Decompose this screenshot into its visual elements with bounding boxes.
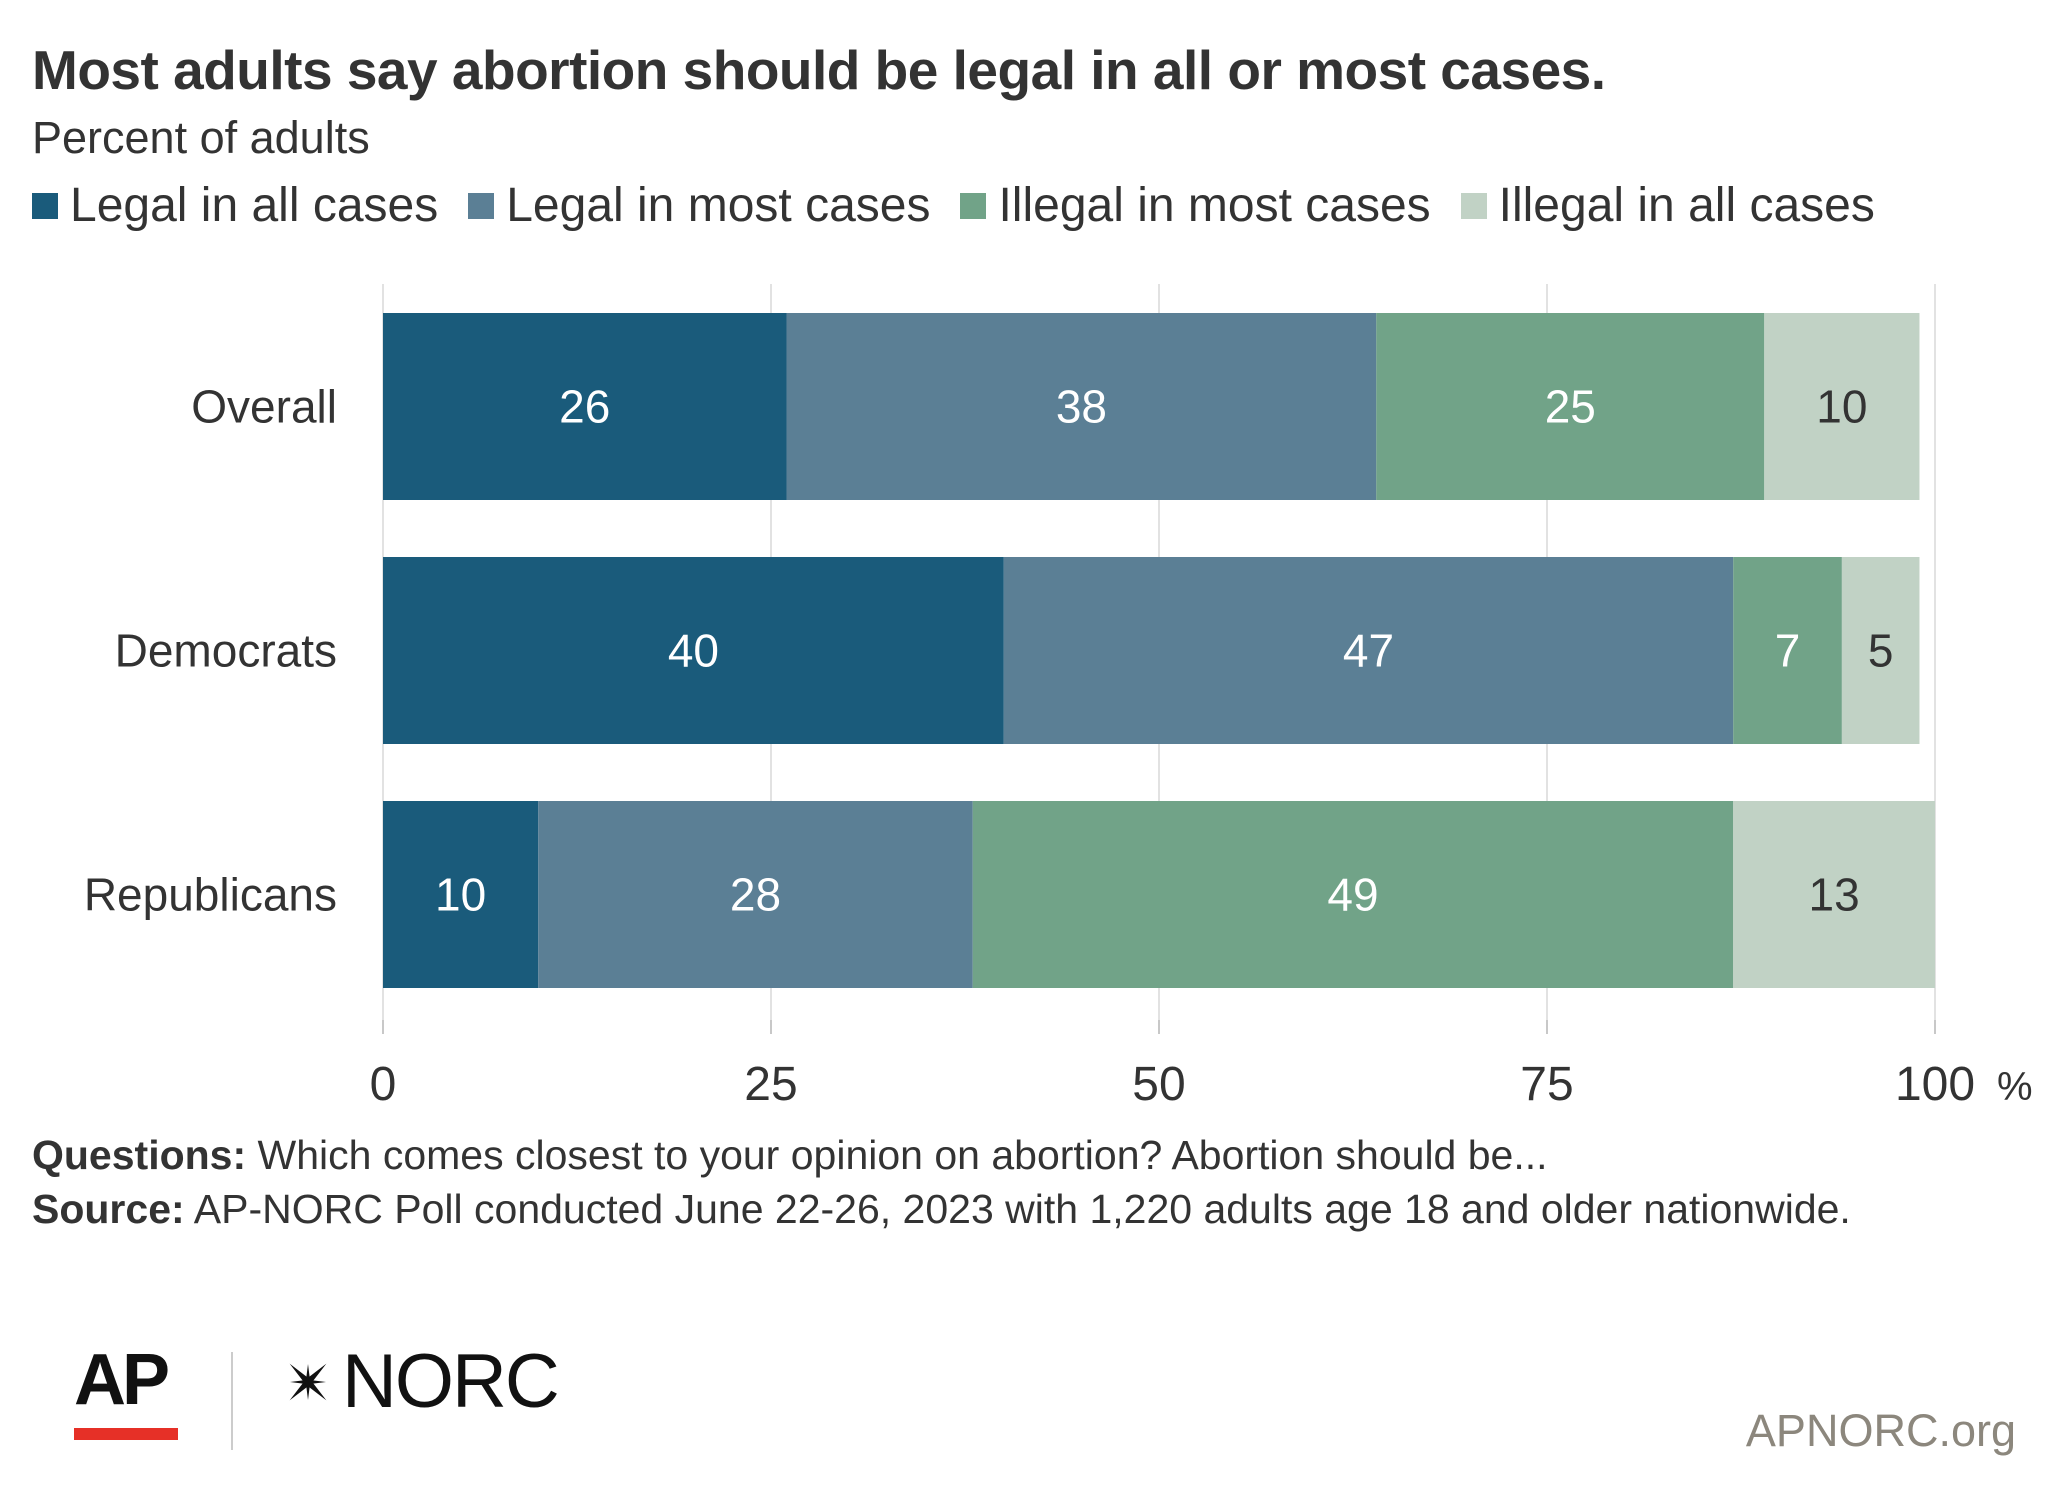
- source-label: Source:: [32, 1186, 185, 1232]
- bar-segment: [972, 801, 1734, 988]
- legend-item: Legal in most cases: [468, 178, 930, 233]
- norc-star-icon: [289, 1363, 327, 1400]
- data-label: 38: [1056, 381, 1107, 433]
- data-label: 49: [1327, 869, 1378, 921]
- x-tick-label: 25: [744, 1058, 797, 1111]
- legend-label: Legal in most cases: [506, 179, 931, 232]
- legend-label: Illegal in most cases: [998, 179, 1431, 232]
- x-unit-label: %: [1997, 1065, 2033, 1109]
- x-tick-label: 100: [1895, 1058, 1975, 1111]
- x-tick-label: 0: [370, 1058, 397, 1111]
- bar-segment: [1733, 557, 1842, 744]
- legend-swatch: [468, 192, 495, 219]
- source-note: Source: AP-NORC Poll conducted June 22-2…: [32, 1182, 1932, 1236]
- logo-divider: [231, 1352, 233, 1450]
- data-label: 26: [559, 381, 610, 433]
- legend-item: Illegal in most cases: [960, 178, 1431, 233]
- legend-item: Legal in all cases: [32, 178, 438, 233]
- chart-notes: Questions: Which comes closest to your o…: [32, 1128, 1932, 1236]
- ap-logo-red-bar: [74, 1428, 178, 1440]
- bar-segment: [538, 801, 973, 988]
- data-label: 5: [1868, 625, 1894, 677]
- chart-subtitle: Percent of adults: [32, 112, 370, 163]
- data-label: 7: [1775, 625, 1801, 677]
- legend-label: Illegal in all cases: [1498, 179, 1875, 232]
- category-label: Democrats: [115, 625, 337, 677]
- source-text: AP-NORC Poll conducted June 22-26, 2023 …: [193, 1186, 1851, 1232]
- legend-swatch: [1460, 192, 1487, 219]
- data-label: 28: [730, 869, 781, 921]
- bar-segment: [1376, 313, 1765, 500]
- legend-label: Legal in all cases: [70, 179, 439, 232]
- ap-logo: AP: [74, 1342, 184, 1440]
- x-tick-label: 50: [1132, 1058, 1185, 1111]
- bar-segment: [786, 313, 1377, 500]
- category-label: Overall: [191, 381, 337, 433]
- data-label: 13: [1809, 869, 1860, 921]
- bar-segment: [383, 557, 1004, 744]
- category-label: Republicans: [84, 869, 337, 921]
- data-label: 40: [668, 625, 719, 677]
- questions-note: Questions: Which comes closest to your o…: [32, 1128, 1932, 1182]
- bar-segment: [383, 801, 539, 988]
- legend-swatch: [32, 192, 58, 219]
- data-label: 10: [1816, 381, 1867, 433]
- site-url: APNORC.org: [1745, 1405, 2016, 1456]
- ap-logo-text: AP: [74, 1340, 170, 1420]
- chart-title: Most adults say abortion should be legal…: [32, 39, 1606, 101]
- legend-swatch: [960, 192, 987, 219]
- data-label: 25: [1545, 381, 1596, 433]
- data-label: 10: [435, 869, 486, 921]
- questions-text: Which comes closest to your opinion on a…: [257, 1132, 1548, 1178]
- bar-segment: [1003, 557, 1734, 744]
- norc-logo: NORC: [280, 1338, 560, 1425]
- bar-segment: [1764, 313, 1920, 500]
- legend: Legal in all cases Legal in most cases Ill…: [32, 178, 1875, 233]
- bar-segment: [1733, 801, 1935, 988]
- x-tick-label: 75: [1520, 1058, 1573, 1111]
- legend-item: Illegal in all cases: [1460, 178, 1875, 233]
- data-label: 47: [1343, 625, 1394, 677]
- bar-segment: [1841, 557, 1920, 744]
- norc-logo-text: NORC: [342, 1339, 560, 1424]
- bar-segment: [383, 313, 787, 500]
- questions-label: Questions:: [32, 1132, 247, 1178]
